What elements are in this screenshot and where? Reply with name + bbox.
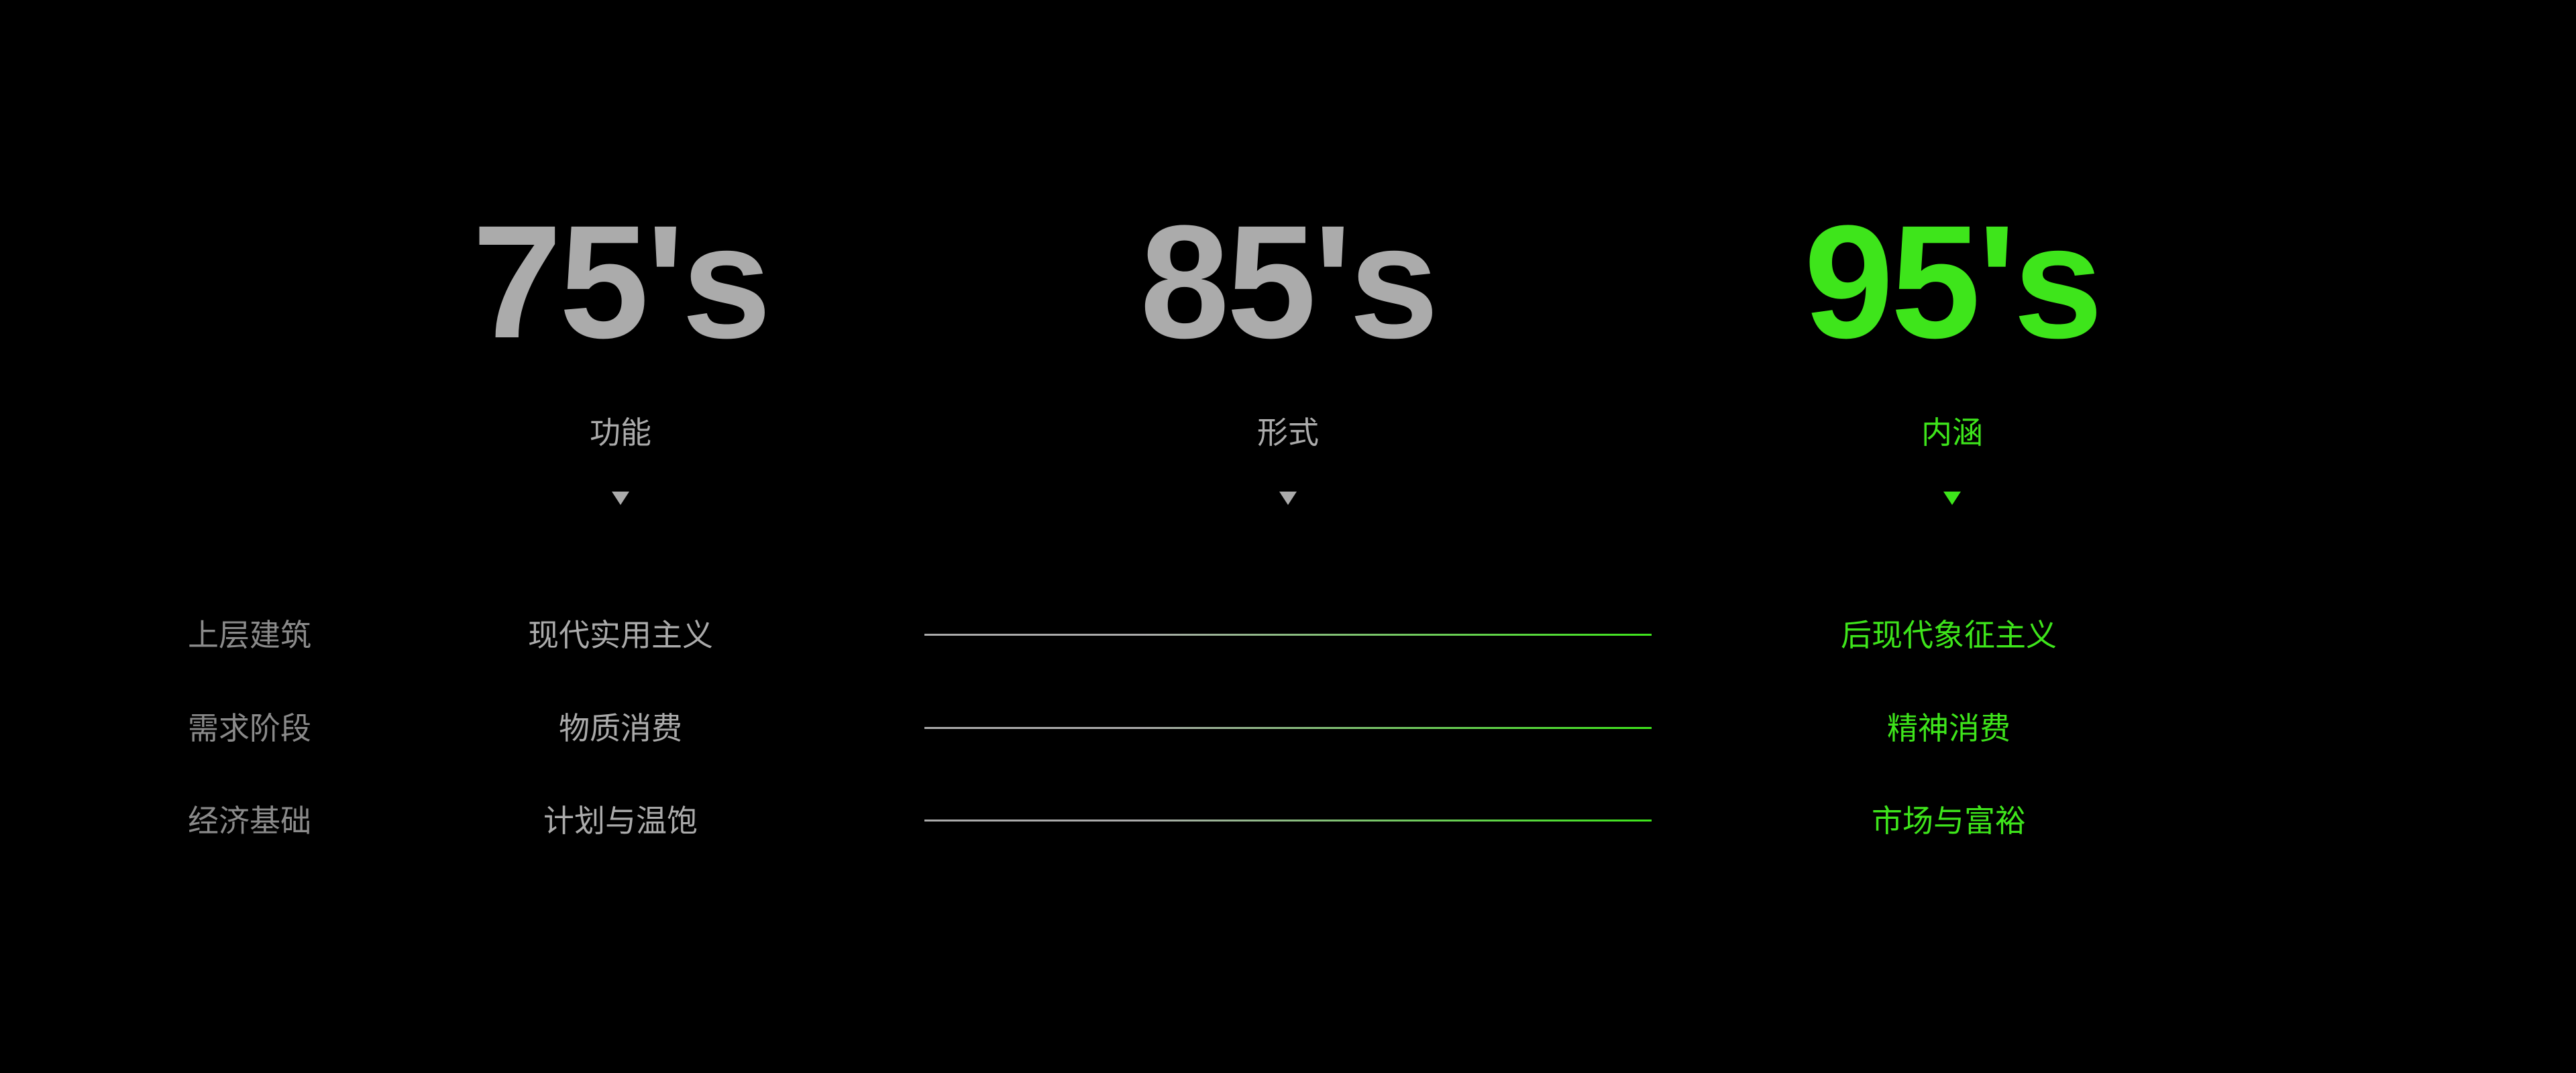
transition-line	[924, 727, 1652, 729]
triangle-down-icon	[1943, 492, 1961, 505]
column-85-year: 85's	[1140, 192, 1439, 372]
column-85-label: 形式	[1257, 414, 1319, 451]
row-from-value: 计划与温饱	[543, 803, 698, 839]
column-95-label: 内涵	[1921, 414, 1983, 451]
row-label: 经济基础	[188, 803, 311, 839]
row-to-value: 后现代象征主义	[1841, 617, 2057, 653]
column-75-year: 75's	[472, 192, 771, 372]
row-from-value: 物质消费	[559, 710, 682, 746]
transition-line	[924, 634, 1652, 636]
triangle-down-icon	[1279, 492, 1297, 505]
column-75-label: 功能	[590, 414, 651, 451]
column-95-year: 95's	[1804, 192, 2103, 372]
triangle-down-icon	[612, 492, 629, 505]
row-to-value: 精神消费	[1887, 710, 2010, 746]
row-label: 需求阶段	[188, 710, 311, 746]
row-to-value: 市场与富裕	[1872, 803, 2026, 839]
transition-line	[924, 820, 1652, 822]
row-from-value: 现代实用主义	[528, 617, 713, 653]
row-label: 上层建筑	[188, 617, 311, 653]
